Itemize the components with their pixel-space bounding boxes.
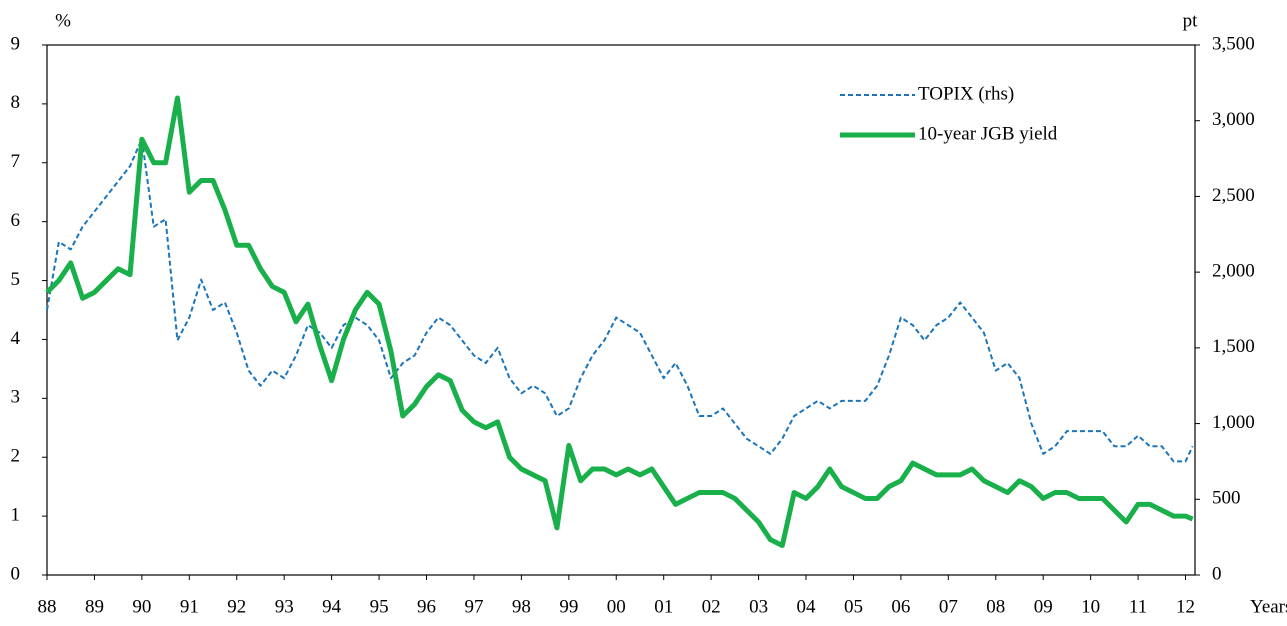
x-tick-label: 98 — [512, 596, 531, 617]
y-tick-label: 1 — [11, 504, 21, 525]
y2-tick-label: 3,500 — [1212, 33, 1255, 54]
x-tick-label: 06 — [891, 596, 910, 617]
y2-tick-label: 3,000 — [1212, 109, 1255, 130]
x-tick-label: 90 — [132, 596, 151, 617]
y2-tick-label: 2,500 — [1212, 185, 1255, 206]
y-tick-label: 5 — [11, 269, 21, 290]
y2-unit: pt — [1183, 10, 1199, 31]
x-tick-label: 01 — [654, 596, 673, 617]
x-tick-label: 99 — [559, 596, 578, 617]
x-tick-label: 94 — [322, 596, 342, 617]
y-tick-label: 3 — [11, 387, 21, 408]
x-tick-label: 10 — [1081, 596, 1100, 617]
x-tick-label: 91 — [180, 596, 199, 617]
x-tick-label: 12 — [1176, 596, 1195, 617]
legend-label: 10-year JGB yield — [918, 123, 1058, 144]
series-line — [46, 137, 1194, 463]
y-tick-label: 9 — [11, 33, 21, 54]
y-tick-label: 6 — [11, 210, 21, 231]
x-tick-label: 95 — [370, 596, 389, 617]
x-tick-label: 02 — [702, 596, 721, 617]
series-line — [45, 95, 1194, 549]
x-tick-label: 05 — [844, 596, 863, 617]
x-tick-label: 00 — [607, 596, 626, 617]
x-tick-label: 97 — [464, 596, 483, 617]
y-tick-label: 2 — [11, 446, 21, 467]
y2-tick-label: 1,000 — [1212, 412, 1255, 433]
y2-tick-label: 0 — [1212, 563, 1222, 584]
x-tick-label: 96 — [417, 596, 436, 617]
x-tick-label: 89 — [85, 596, 104, 617]
x-tick-label: 93 — [275, 596, 294, 617]
x-axis-label: Years — [1250, 596, 1287, 617]
x-tick-label: 09 — [1034, 596, 1053, 617]
legend-label: TOPIX (rhs) — [918, 83, 1014, 104]
x-tick-label: 07 — [939, 596, 958, 617]
x-tick-label: 88 — [38, 596, 57, 617]
x-tick-label: 08 — [986, 596, 1005, 617]
x-tick-label: 92 — [227, 596, 246, 617]
x-tick-label: 04 — [797, 596, 817, 617]
y-tick-label: 8 — [11, 92, 21, 113]
y2-tick-label: 1,500 — [1212, 336, 1255, 357]
y-tick-label: 0 — [11, 563, 21, 584]
y-unit: % — [55, 10, 71, 31]
x-tick-label: 11 — [1129, 596, 1147, 617]
y2-tick-label: 2,000 — [1212, 261, 1255, 282]
y-tick-label: 4 — [11, 328, 21, 349]
y-tick-label: 7 — [11, 151, 21, 172]
x-tick-label: 03 — [749, 596, 768, 617]
y2-tick-label: 500 — [1212, 488, 1241, 509]
